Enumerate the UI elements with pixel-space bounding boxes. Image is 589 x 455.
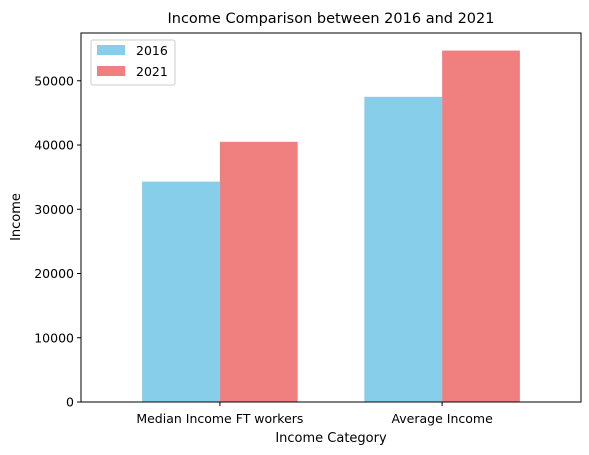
x-tick-label-1: Average Income — [391, 411, 493, 426]
x-tick-label-0: Median Income FT workers — [136, 411, 303, 426]
bar-2021-0 — [219, 141, 298, 402]
legend: 2016 2021 — [90, 39, 176, 86]
plot-frame — [80, 32, 582, 403]
bars-layer — [142, 50, 520, 403]
y-axis-label: Income — [9, 193, 24, 241]
y-tick-label-3: 30000 — [34, 202, 74, 217]
y-tick-label-2: 20000 — [34, 266, 74, 281]
bar-2021-1 — [442, 50, 520, 402]
y-axis: 0 10000 20000 30000 40000 50000 — [34, 73, 81, 410]
x-axis-label: Income Category — [275, 431, 387, 446]
y-tick-label-0: 0 — [66, 395, 74, 410]
legend-label-2016: 2016 — [136, 43, 168, 58]
bar-2016-1 — [364, 96, 443, 403]
y-tick-label-1: 10000 — [34, 330, 74, 345]
bar-2016-0 — [142, 181, 220, 402]
legend-label-2021: 2021 — [136, 64, 168, 79]
y-tick-label-4: 40000 — [34, 138, 74, 153]
y-tick-label-5: 50000 — [34, 73, 74, 88]
chart-title: Income Comparison between 2016 and 2021 — [167, 11, 494, 27]
legend-swatch-2021 — [97, 66, 125, 76]
x-axis: Median Income FT workers Average Income — [136, 402, 493, 426]
legend-swatch-2016 — [97, 45, 125, 55]
